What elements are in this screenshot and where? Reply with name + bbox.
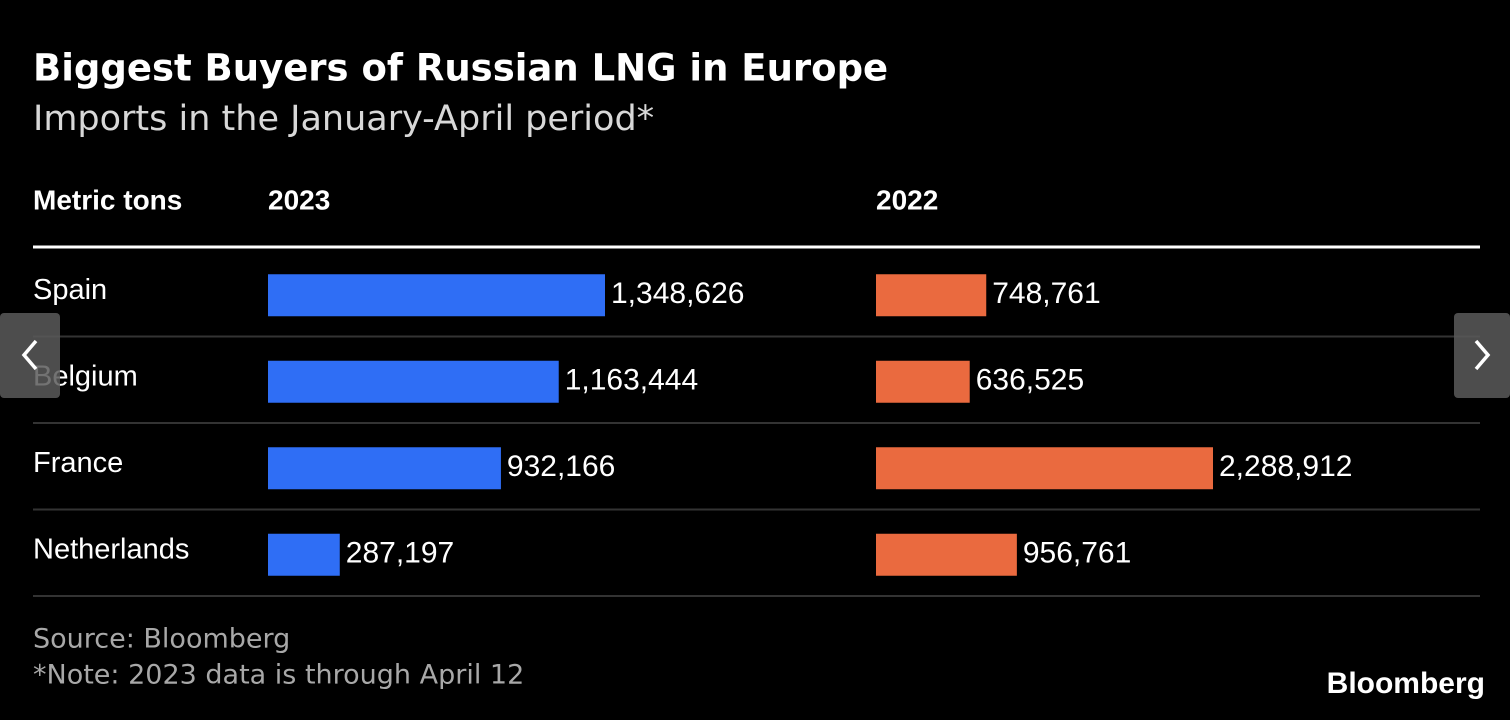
series-header: 2022 [876, 184, 938, 215]
source: Source: Bloomberg [33, 624, 290, 655]
row-header: Metric tons [33, 184, 182, 215]
note: *Note: 2023 data is through April 12 [33, 660, 524, 691]
bar [876, 274, 987, 317]
value-label: 287,197 [346, 537, 454, 570]
bar [268, 447, 501, 490]
prev-button[interactable] [0, 313, 60, 398]
series-header: 2023 [268, 184, 330, 215]
bar [268, 533, 340, 576]
chart-subtitle: Imports in the January-April period* [33, 99, 654, 139]
next-arrow [1474, 339, 1491, 371]
bar [876, 533, 1017, 576]
value-label: 636,525 [976, 364, 1084, 397]
bar [876, 360, 970, 403]
bar [268, 360, 559, 403]
carousel-prev[interactable] [0, 313, 60, 398]
chart-title: Biggest Buyers of Russian LNG in Europe [33, 47, 888, 90]
carousel-next[interactable] [1454, 313, 1510, 398]
prev-arrow [21, 339, 38, 371]
value-label: 956,761 [1023, 537, 1131, 570]
category-label: Spain [33, 274, 107, 306]
next-button[interactable] [1454, 313, 1510, 398]
value-label: 1,348,626 [611, 277, 744, 310]
bar [268, 274, 605, 317]
brand: Bloomberg [1327, 667, 1485, 700]
bar [876, 447, 1213, 490]
value-label: 1,163,444 [565, 364, 698, 397]
category-label: Netherlands [33, 533, 189, 565]
value-label: 748,761 [992, 277, 1100, 310]
category-label: France [33, 447, 123, 479]
value-label: 932,166 [507, 450, 615, 483]
value-label: 2,288,912 [1219, 450, 1352, 483]
